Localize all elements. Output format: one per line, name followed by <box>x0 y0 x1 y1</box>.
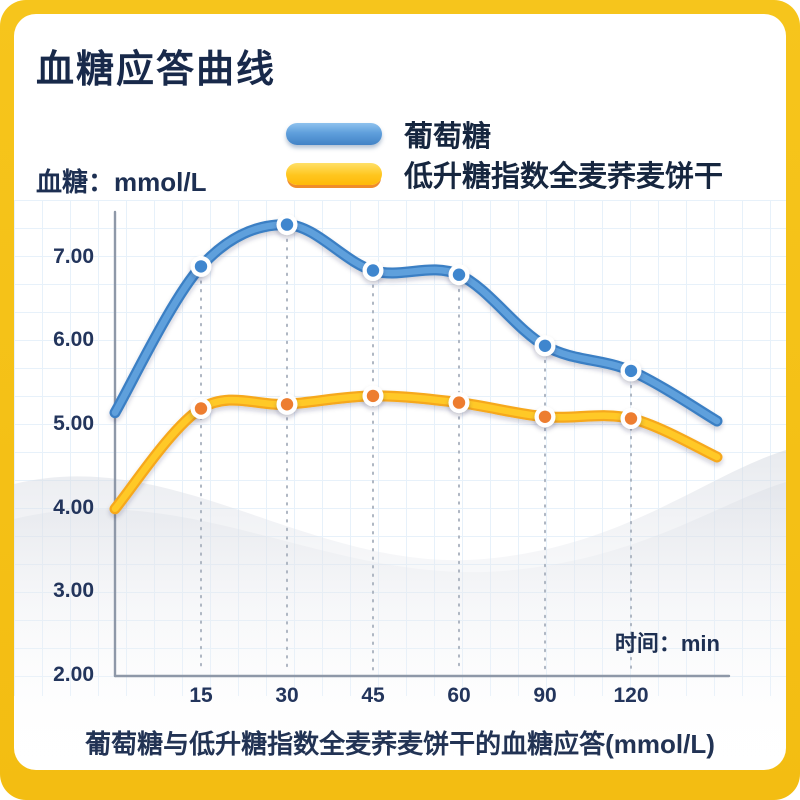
x-tick-45: 45 <box>361 684 385 707</box>
y-axis-label: 血糖：mmol/L <box>36 167 207 197</box>
x-tick-90: 90 <box>533 684 557 707</box>
x-tick-15: 15 <box>189 684 213 707</box>
legend-label-biscuit: 低升糖指数全麦荞麦饼干 <box>404 161 724 193</box>
y-tick-7: 7.00 <box>53 245 94 268</box>
y-tick-4: 4.00 <box>53 496 94 519</box>
x-tick-120: 120 <box>613 684 649 707</box>
page-title: 血糖应答曲线 <box>36 49 277 91</box>
y-tick-2: 2.00 <box>53 663 94 686</box>
y-tick-6: 6.00 <box>53 328 94 351</box>
legend-label-glucose: 葡萄糖 <box>404 121 492 153</box>
y-tick-3: 3.00 <box>53 579 94 602</box>
legend-swatch-glucose <box>286 123 382 145</box>
legend: 葡萄糖 低升糖指数全麦荞麦饼干 <box>286 114 723 194</box>
x-tick-30: 30 <box>275 684 299 707</box>
chart-caption: 葡萄糖与低升糖指数全麦荞麦饼干的血糖应答(mmol/L) <box>85 729 715 759</box>
chart-card: 血糖应答曲线 血糖：mmol/L 葡萄糖 低升糖指数全麦荞麦饼干 7.00 6.… <box>14 14 786 770</box>
legend-item-biscuit: 低升糖指数全麦荞麦饼干 <box>286 154 723 194</box>
chart-canvas <box>109 210 731 678</box>
x-axis-label: 时间：min <box>614 631 720 656</box>
legend-swatch-biscuit <box>286 163 382 185</box>
y-tick-5: 5.00 <box>53 412 94 435</box>
legend-item-glucose: 葡萄糖 <box>286 114 723 154</box>
x-tick-60: 60 <box>447 684 471 707</box>
